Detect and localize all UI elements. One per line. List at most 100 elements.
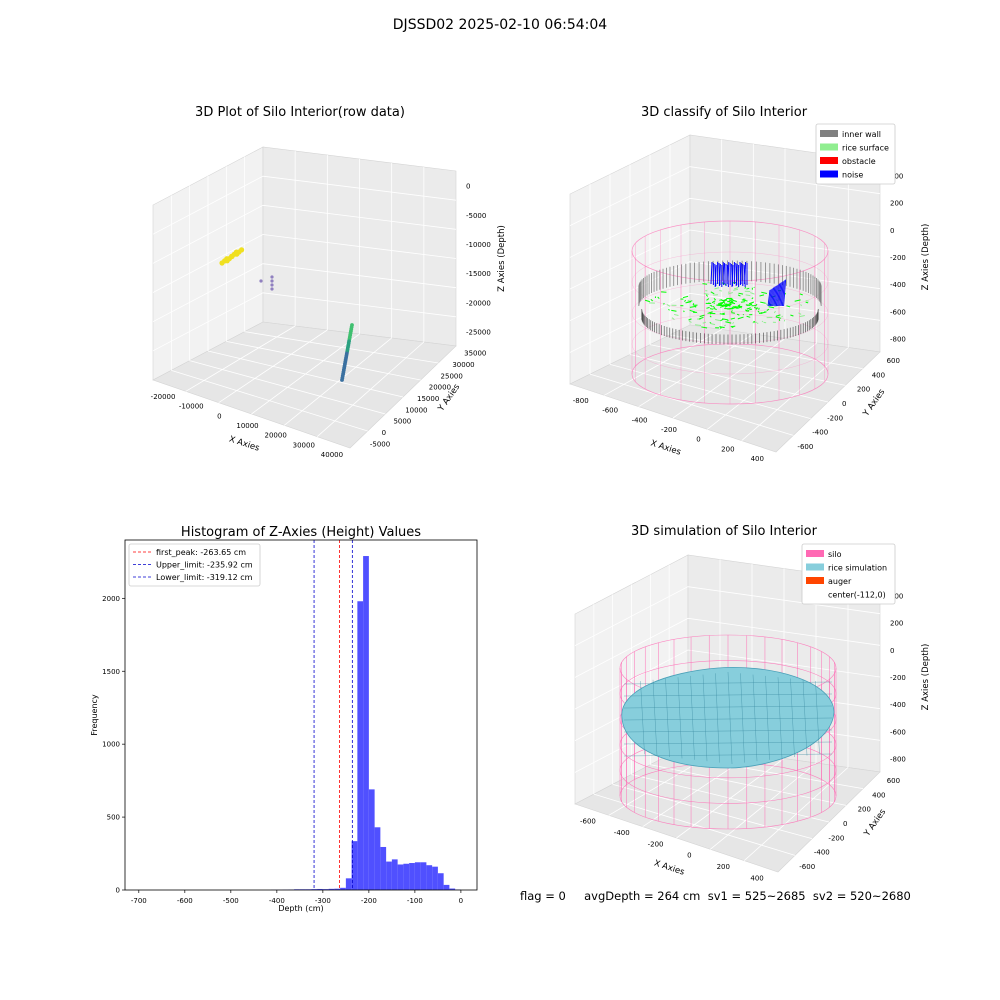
rice-surface-point bbox=[731, 312, 735, 314]
legend-box bbox=[128, 543, 261, 587]
x-tick-label: 0 bbox=[696, 436, 700, 444]
rice-surface-point bbox=[719, 299, 723, 301]
simulation-3d-panel: -600-400-2000200400-600-400-200020040060… bbox=[574, 524, 931, 882]
y-tick-label: -400 bbox=[812, 429, 828, 437]
rice-surface-point bbox=[709, 321, 712, 324]
legend-swatch bbox=[820, 143, 838, 151]
histogram-bar bbox=[420, 862, 427, 890]
histogram-bar bbox=[397, 864, 404, 890]
y-tick-label: 0 bbox=[382, 429, 386, 437]
rice-surface-point bbox=[800, 304, 802, 307]
grid-line bbox=[316, 341, 425, 437]
rice-surface-point bbox=[750, 292, 755, 295]
x-tick-label: 400 bbox=[750, 874, 763, 882]
legend-label: center(-112,0) bbox=[828, 591, 886, 600]
mesh-line bbox=[623, 741, 833, 745]
rice-simulation-surface bbox=[621, 667, 835, 769]
mesh-line bbox=[790, 678, 795, 758]
z-tick-label: -25000 bbox=[466, 328, 491, 336]
mesh-line bbox=[623, 693, 833, 697]
histogram-bar bbox=[340, 887, 346, 890]
y-tick-label: 25000 bbox=[441, 372, 463, 380]
mesh-line bbox=[623, 753, 833, 757]
z-tick-label: -200 bbox=[890, 254, 906, 262]
x-tick-label: 0 bbox=[687, 852, 691, 860]
rice-surface-point bbox=[775, 314, 781, 317]
y-tick-label: 10000 bbox=[405, 406, 427, 414]
x-axis-label: Depth (cm) bbox=[278, 904, 323, 913]
rice-surface-point bbox=[799, 293, 803, 296]
z-tick-label: 0 bbox=[890, 227, 894, 235]
rice-surface-point bbox=[786, 305, 791, 308]
rice-surface-point bbox=[790, 314, 794, 317]
rice-surface-point bbox=[715, 319, 721, 322]
legend-swatch bbox=[820, 130, 838, 137]
grid-line bbox=[569, 166, 881, 227]
rice-surface-point bbox=[694, 324, 702, 327]
rice-surface-point bbox=[717, 303, 723, 306]
rice-surface-point bbox=[745, 294, 751, 297]
rice-surface-point bbox=[692, 303, 695, 306]
rice-surface-point bbox=[731, 310, 733, 313]
mesh-line bbox=[623, 705, 833, 709]
rice-surface-point bbox=[794, 299, 801, 302]
rice-surface-point bbox=[732, 321, 735, 325]
rice-surface-point bbox=[713, 302, 716, 304]
z-tick-label: -600 bbox=[890, 308, 906, 316]
grid-line bbox=[741, 347, 849, 441]
rice-surface-point bbox=[729, 298, 734, 301]
rice-surface-point bbox=[758, 311, 763, 315]
rice-surface-point bbox=[687, 299, 690, 302]
x-tick-label: 10000 bbox=[236, 422, 258, 430]
histogram-bar bbox=[409, 863, 415, 890]
rice-surface-point bbox=[682, 295, 689, 299]
rice-surface-point bbox=[730, 325, 734, 329]
y-tick-label: 600 bbox=[887, 777, 900, 785]
rice-surface-point bbox=[708, 312, 712, 315]
noise-point bbox=[781, 280, 785, 307]
mesh-line bbox=[690, 675, 695, 760]
rice-surface-point bbox=[747, 309, 750, 312]
rice-surface-point bbox=[805, 300, 809, 302]
mesh-line bbox=[740, 673, 745, 763]
noise-point bbox=[777, 283, 781, 307]
x-tick-label: 30000 bbox=[293, 441, 315, 449]
legend-swatch bbox=[806, 577, 824, 584]
legend-label: rice surface bbox=[842, 144, 889, 153]
x-axis-label: X Axies bbox=[653, 858, 686, 877]
rice-surface-point bbox=[725, 321, 732, 324]
rice-surface-point bbox=[650, 298, 654, 302]
y-tick-label: 20000 bbox=[429, 384, 451, 392]
z-tick-label: -5000 bbox=[466, 212, 486, 220]
rice-surface-point bbox=[718, 302, 722, 305]
rice-surface-point bbox=[744, 286, 747, 289]
x-tick-label: -300 bbox=[315, 897, 331, 905]
rice-surface-point bbox=[709, 315, 712, 318]
rice-surface-point bbox=[685, 301, 692, 304]
silo-wire bbox=[631, 251, 829, 313]
chart-title: Histogram of Z-Axies (Height) Values bbox=[181, 525, 421, 540]
y-tick-label: 15000 bbox=[417, 395, 439, 403]
rice-surface-point bbox=[713, 298, 717, 301]
histogram-bar bbox=[351, 841, 358, 890]
y-tick-label: 600 bbox=[887, 357, 900, 365]
rice-surface-point bbox=[755, 307, 759, 310]
rice-surface-point bbox=[657, 296, 660, 299]
histogram-bar bbox=[322, 889, 329, 890]
x-tick-label: -200 bbox=[648, 840, 664, 848]
rice-surface-point bbox=[707, 311, 713, 314]
mesh-line bbox=[715, 673, 720, 763]
histogram-bar bbox=[380, 846, 387, 890]
mesh-line bbox=[677, 677, 683, 759]
rice-surface-point bbox=[728, 307, 735, 310]
z-tick-label: 0 bbox=[466, 183, 470, 191]
rice-surface-point bbox=[752, 321, 758, 324]
y-tick-label: -5000 bbox=[370, 440, 390, 448]
rice-surface-point bbox=[671, 317, 675, 321]
noise-point bbox=[727, 261, 730, 285]
rice-surface-point bbox=[723, 324, 727, 327]
legend-swatch bbox=[820, 170, 838, 178]
rice-surface-point bbox=[702, 321, 707, 324]
histogram-bar bbox=[374, 827, 381, 890]
rice-surface-point bbox=[688, 320, 692, 323]
